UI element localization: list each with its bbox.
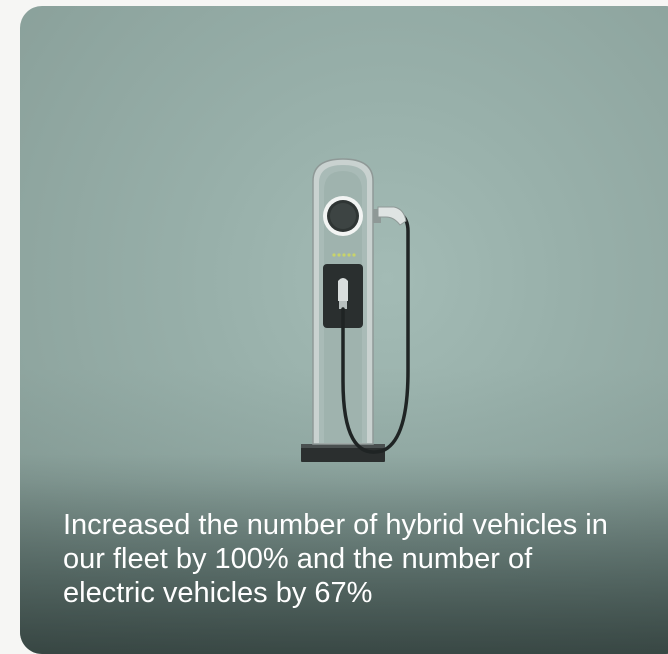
stat-card: Increased the number of hybrid vehicles … xyxy=(20,6,668,654)
ev-charger-image xyxy=(301,158,410,462)
indicator-lights xyxy=(332,253,356,257)
caption-shade xyxy=(20,454,668,654)
stat-caption: Increased the number of hybrid vehicles … xyxy=(63,509,608,609)
charger-cable xyxy=(341,211,410,454)
charger-connector xyxy=(377,206,407,226)
